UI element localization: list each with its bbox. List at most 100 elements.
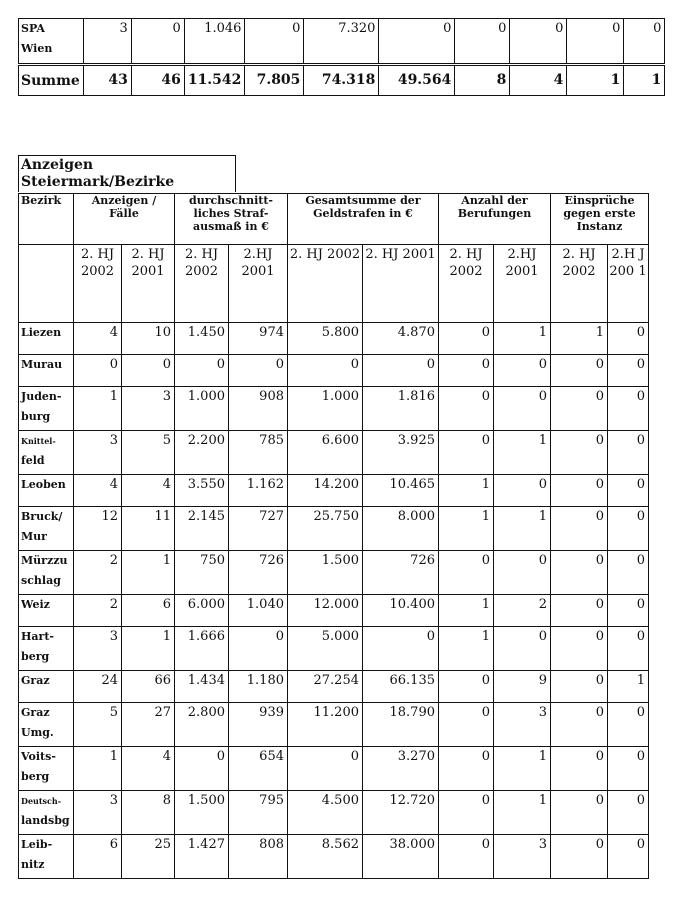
value-cell: 12.720 — [362, 790, 439, 835]
value-cell: 1.427 — [174, 834, 229, 879]
header-bezirk: Bezirk — [18, 193, 74, 245]
table-row: Deutsch-landsbg 3 8 1.500 795 4.500 12.720 0 1 0 0 — [18, 790, 649, 835]
table-row: Graz 24 66 1.434 1.180 27.254 66.135 0 9 0 1 — [18, 670, 649, 703]
value-cell: 3.925 — [362, 430, 439, 475]
value-cell: 49.564 — [378, 63, 456, 96]
value-cell: 0 — [607, 354, 649, 387]
value-cell: 0 — [550, 790, 608, 835]
value-cell: 0 — [550, 354, 608, 387]
value-cell: 6 — [73, 834, 122, 879]
value-cell: 0 — [121, 354, 175, 387]
value-cell: 1.046 — [183, 18, 246, 65]
value-cell: 0 — [174, 354, 229, 387]
value-cell: 750 — [174, 550, 229, 595]
table-row: Murau 0 0 0 0 0 0 0 0 0 0 — [18, 354, 649, 387]
value-cell: 8 — [454, 63, 511, 96]
label-line: Mürzzu — [21, 554, 68, 567]
label-line: schlag — [21, 574, 61, 587]
value-cell: 0 — [73, 354, 122, 387]
value-cell: 0 — [438, 322, 494, 355]
value-cell: 43 — [82, 63, 132, 96]
table-row: Leoben 4 4 3.550 1.162 14.200 10.465 1 0 0 0 — [18, 474, 649, 507]
value-cell: 1.434 — [174, 670, 229, 703]
value-cell: 0 — [509, 18, 568, 65]
value-cell: 1 — [623, 63, 666, 96]
value-cell: 0 — [438, 670, 494, 703]
district-table: Bezirk Anzeigen / Fälle durchschnitt-lic… — [18, 193, 649, 879]
value-cell: 1.040 — [228, 594, 288, 627]
value-cell: 908 — [228, 386, 288, 431]
value-cell: 1.666 — [174, 626, 229, 671]
value-cell: 0 — [607, 626, 649, 671]
value-cell: 7.320 — [303, 18, 380, 65]
sub-header: 2.H J 200 1 — [607, 244, 649, 323]
sub-header: 2.HJ 2001 — [493, 244, 551, 323]
title-line: Anzeigen — [21, 157, 94, 173]
value-cell: 3.270 — [362, 746, 439, 791]
value-cell: 0 — [438, 834, 494, 879]
title-line: Steiermark/Bezirke — [21, 174, 175, 190]
row-label: Hart-berg — [18, 626, 74, 671]
label-line: Graz — [21, 674, 50, 687]
value-cell: 10 — [121, 322, 175, 355]
label-line: Wien — [21, 42, 53, 55]
header-strafausmass: durchschnitt-liches Straf-ausmaß in € — [174, 193, 288, 245]
value-cell: 4.500 — [287, 790, 363, 835]
row-label: Leoben — [18, 474, 74, 507]
value-cell: 46 — [130, 63, 185, 96]
header-berufungen: Anzahl der Berufungen — [438, 193, 551, 245]
value-cell: 11.200 — [287, 702, 363, 747]
sub-header: 2. HJ 2002 — [174, 244, 229, 323]
value-cell: 3 — [121, 386, 175, 431]
value-cell: 0 — [607, 430, 649, 475]
row-label: Weiz — [18, 594, 74, 627]
value-cell: 0 — [623, 18, 666, 65]
value-cell: 0 — [607, 550, 649, 595]
value-cell: 0 — [550, 746, 608, 791]
label-line: Murau — [21, 358, 63, 371]
value-cell: 0 — [493, 354, 551, 387]
label-line: Umg. — [21, 726, 54, 739]
value-cell: 0 — [607, 702, 649, 747]
value-cell: 4.870 — [362, 322, 439, 355]
value-cell: 1 — [550, 322, 608, 355]
value-cell: 0 — [228, 626, 288, 671]
table-row: Summe 43 46 11.542 7.805 74.318 49.564 8 4 1 1 — [18, 63, 666, 96]
row-label: Liezen — [18, 322, 74, 355]
value-cell: 18.790 — [362, 702, 439, 747]
sub-header-row: 2. HJ 2002 2. HJ 2001 2. HJ 2002 2.HJ 2001 2… — [18, 244, 649, 323]
label-line: Leib- — [21, 838, 53, 851]
value-cell: 11.542 — [183, 63, 246, 96]
value-cell: 24 — [73, 670, 122, 703]
label-line: Voits- — [21, 750, 56, 763]
value-cell: 0 — [607, 322, 649, 355]
label-line: berg — [21, 650, 50, 663]
row-label: Leib-nitz — [18, 834, 74, 879]
value-cell: 0 — [454, 18, 511, 65]
label-line: Summe — [21, 72, 80, 89]
header-anzeigen: Anzeigen / Fälle — [73, 193, 175, 245]
label-line: Mur — [21, 530, 47, 543]
value-cell: 1.162 — [228, 474, 288, 507]
header-gesamtsumme: Gesamtsumme der Geldstrafen in € — [287, 193, 439, 245]
value-cell: 0 — [438, 386, 494, 431]
value-cell: 10.465 — [362, 474, 439, 507]
value-cell: 1 — [566, 63, 625, 96]
sub-header: 2. HJ 2001 — [362, 244, 439, 323]
value-cell: 0 — [607, 474, 649, 507]
empty-cell — [18, 244, 74, 323]
value-cell: 4 — [73, 474, 122, 507]
label-line: burg — [21, 410, 51, 423]
value-cell: 1 — [73, 386, 122, 431]
value-cell: 2.200 — [174, 430, 229, 475]
value-cell: 25 — [121, 834, 175, 879]
value-cell: 0 — [550, 506, 608, 551]
header-einsprueche: Einsprüche gegen erste Instanz — [550, 193, 649, 245]
value-cell: 1.000 — [174, 386, 229, 431]
value-cell: 0 — [493, 550, 551, 595]
value-cell: 0 — [362, 626, 439, 671]
table-row: Weiz 2 6 6.000 1.040 12.000 10.400 1 2 0 0 — [18, 594, 649, 627]
table-row: Bruck/Mur 12 11 2.145 727 25.750 8.000 1 1 0 0 — [18, 506, 649, 551]
value-cell: 8.562 — [287, 834, 363, 879]
value-cell: 8.000 — [362, 506, 439, 551]
